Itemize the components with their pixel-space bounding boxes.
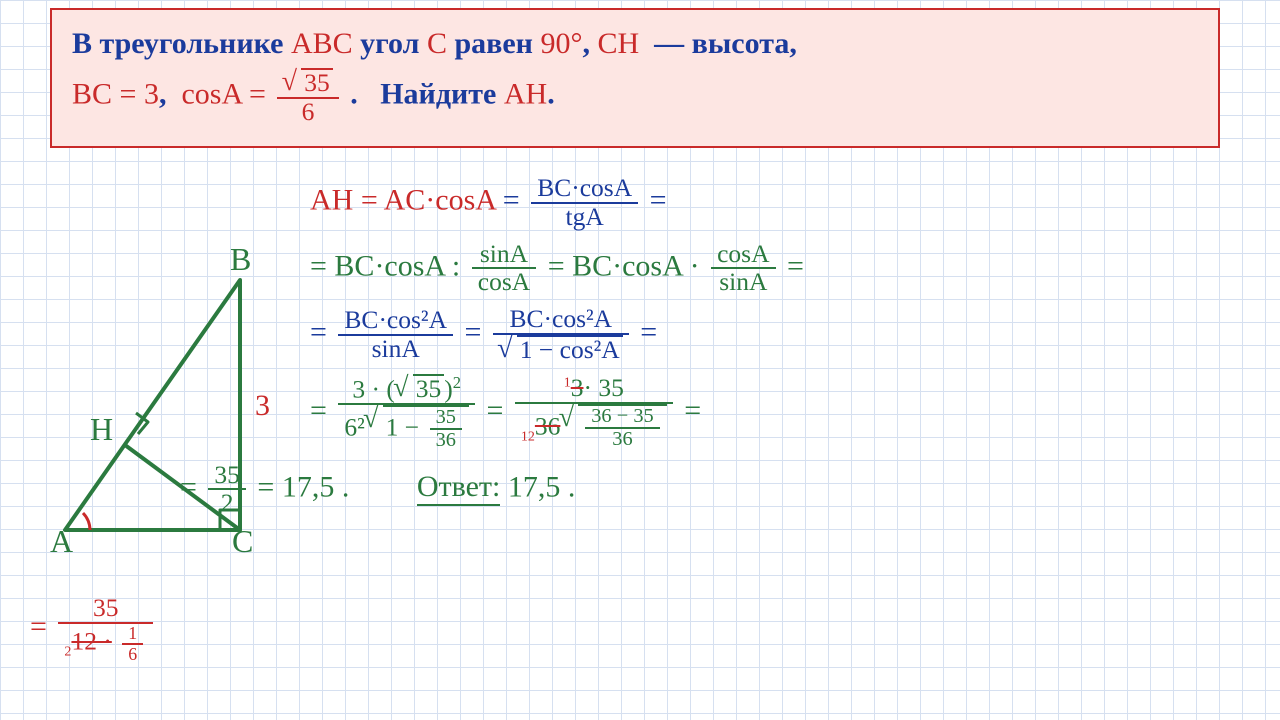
text: — высота, bbox=[654, 27, 797, 60]
den: sinA bbox=[338, 336, 453, 363]
exp: 2 bbox=[453, 373, 461, 392]
num: 35 bbox=[208, 462, 246, 491]
sqrt: 35 bbox=[413, 374, 445, 403]
num: BC·cos²A bbox=[338, 307, 453, 336]
solution-work: AH = AC·cosA = BC·cosA tgA = = BC·cosA :… bbox=[310, 175, 1250, 527]
angle-value: 90° bbox=[540, 27, 582, 60]
reduce-mark: 1 bbox=[564, 375, 571, 390]
answer-value: 17,5 . bbox=[508, 470, 576, 503]
num: BC·cosA bbox=[531, 175, 638, 204]
angle-arc-a bbox=[83, 513, 90, 530]
frac: 35 2 bbox=[208, 462, 246, 518]
text: ) bbox=[444, 374, 453, 403]
eq: = bbox=[180, 470, 197, 503]
den: sinA bbox=[711, 269, 775, 296]
reduce-mark: 12 bbox=[521, 429, 535, 444]
sqrt: 36 − 35 36 bbox=[578, 404, 666, 451]
expr: AH = AC·cosA bbox=[310, 184, 495, 217]
solution-line-4: = 3 · (35)2 6²1 − 35 36 = 13· 35 1236 bbox=[310, 374, 1250, 452]
answer-label: Ответ: bbox=[417, 470, 501, 506]
side-bc-label: 3 bbox=[255, 389, 270, 422]
frac: sinA cosA bbox=[472, 241, 536, 297]
angle-label: C bbox=[427, 27, 447, 60]
vertex-h: H bbox=[90, 411, 113, 447]
eq: = bbox=[310, 316, 327, 349]
text: · 35 bbox=[583, 373, 623, 402]
cosA-fraction: 35 6 bbox=[277, 68, 338, 126]
num: 1 bbox=[122, 624, 143, 645]
frac: BC·cosA tgA bbox=[531, 175, 638, 231]
frac: 13· 35 1236 36 − 35 36 bbox=[515, 375, 673, 451]
eq: = bbox=[787, 249, 804, 282]
cosA-label: cosA = bbox=[181, 78, 265, 111]
den: 2 bbox=[208, 490, 246, 517]
den: 36 bbox=[430, 430, 462, 451]
num: sinA bbox=[472, 241, 536, 270]
eq: = bbox=[684, 394, 701, 427]
frac: 35 212 · 1 6 bbox=[58, 595, 153, 663]
comma: , bbox=[582, 27, 590, 60]
eq: = bbox=[503, 184, 520, 217]
num: cosA bbox=[711, 241, 775, 270]
period: . bbox=[547, 78, 555, 111]
strike: 3 bbox=[571, 373, 584, 402]
frac: BC·cos²A sinA bbox=[338, 307, 453, 363]
eq: = bbox=[464, 316, 481, 349]
vertex-c: C bbox=[232, 523, 253, 559]
den: tgA bbox=[531, 204, 638, 231]
eq: = bbox=[650, 184, 667, 217]
bc-value: BC = 3 bbox=[72, 78, 159, 111]
period: . bbox=[350, 78, 358, 111]
frac: BC·cos²A 1 − cos²A bbox=[493, 306, 629, 364]
text: 12 · bbox=[71, 626, 111, 655]
sqrt: 1 − 35 36 bbox=[383, 405, 469, 452]
text: угол bbox=[360, 27, 419, 60]
num: 35 bbox=[430, 407, 462, 430]
text: 6² bbox=[344, 412, 364, 441]
solution-line-3: = BC·cos²A sinA = BC·cos²A 1 − cos²A = bbox=[310, 306, 1250, 364]
problem-box: В треугольнике ABC угол C равен 90°, CH … bbox=[50, 8, 1220, 148]
inner-frac: 35 36 bbox=[430, 407, 462, 452]
altitude-label: CH bbox=[597, 27, 639, 60]
solution-line-2: = BC·cosA : sinA cosA = BC·cosA · cosA s… bbox=[310, 241, 1250, 297]
expr: = BC·cosA · bbox=[548, 249, 700, 282]
vertex-b: B bbox=[230, 241, 251, 277]
num: 35 bbox=[58, 595, 153, 624]
final-value: = 17,5 . bbox=[257, 470, 349, 503]
problem-line-2: BC = 3, cosA = 35 6 . Найдите AH. bbox=[72, 68, 1198, 126]
eq: = bbox=[30, 610, 47, 643]
denom-6: 6 bbox=[277, 99, 338, 126]
find-target: AH bbox=[504, 78, 547, 111]
problem-line-1: В треугольнике ABC угол C равен 90°, CH … bbox=[72, 20, 1198, 68]
den: 36 bbox=[585, 429, 659, 450]
num: BC·cos²A bbox=[493, 306, 629, 335]
num: 36 − 35 bbox=[585, 406, 659, 429]
frac: cosA sinA bbox=[711, 241, 775, 297]
eq: = bbox=[310, 394, 327, 427]
solution-line-1: AH = AC·cosA = BC·cosA tgA = bbox=[310, 175, 1250, 231]
bottom-left-fraction: = 35 212 · 1 6 bbox=[30, 595, 157, 663]
comma: , bbox=[159, 78, 167, 111]
text: 3 · ( bbox=[352, 374, 394, 403]
inner-frac: 36 − 35 36 bbox=[585, 406, 659, 451]
solution-line-5: = 35 2 = 17,5 . Ответ: 17,5 . bbox=[180, 462, 1250, 518]
sqrt: 1 − cos²A bbox=[517, 335, 623, 364]
expr: = BC·cosA : bbox=[310, 249, 460, 282]
text: равен bbox=[454, 27, 533, 60]
den: 6 bbox=[122, 645, 143, 664]
triangle-name: ABC bbox=[291, 27, 353, 60]
inner-frac: 1 6 bbox=[122, 624, 143, 663]
text: 1 − bbox=[386, 412, 420, 441]
strike: 36 bbox=[535, 411, 561, 440]
eq: = bbox=[640, 316, 657, 349]
frac: 3 · ( 35)2 6² 1 − 35 36 bbox=[338, 374, 475, 452]
vertex-a: A bbox=[50, 523, 73, 559]
sqrt-35: 35 bbox=[301, 68, 333, 97]
find-label: Найдите bbox=[380, 78, 496, 111]
eq: = bbox=[486, 394, 503, 427]
text: В треугольнике bbox=[72, 27, 283, 60]
den: cosA bbox=[472, 269, 536, 296]
